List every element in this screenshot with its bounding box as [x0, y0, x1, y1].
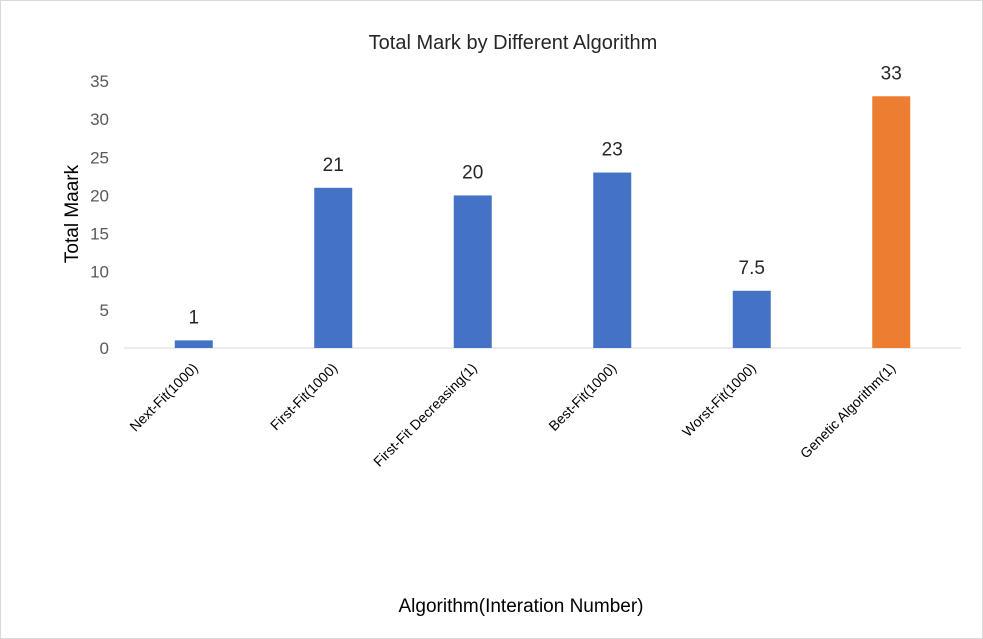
- y-tick-label: 20: [90, 186, 109, 205]
- x-tick-label: Genetic Algorithm(1): [797, 360, 899, 462]
- y-axis-ticks: 0 5 10 15 20 25 30 35: [90, 72, 109, 358]
- x-axis-title: Algorithm(Interation Number): [399, 596, 644, 617]
- bar-value-label: 23: [602, 140, 623, 161]
- bar-value-label: 7.5: [739, 258, 765, 279]
- bar-value-label: 1: [188, 307, 199, 328]
- bar: [314, 187, 353, 348]
- y-tick-label: 15: [90, 225, 109, 244]
- bar-value-label: 21: [323, 155, 344, 176]
- bar-series: [174, 96, 911, 348]
- bar-value-label: 33: [881, 63, 902, 84]
- x-tick-label: Worst-Fit(1000): [679, 360, 759, 440]
- bar: [453, 195, 492, 348]
- bar: [174, 340, 213, 348]
- x-tick-label: First-Fit Decreasing(1): [370, 360, 480, 470]
- y-tick-label: 10: [90, 263, 109, 282]
- x-tick-label: First-Fit(1000): [267, 360, 340, 433]
- bar: [872, 96, 911, 348]
- category-labels: Next-Fit(1000) First-Fit(1000) First-Fit D…: [126, 360, 898, 470]
- y-tick-label: 25: [90, 148, 109, 167]
- x-tick-label: Next-Fit(1000): [126, 360, 201, 435]
- y-tick-label: 5: [100, 301, 109, 320]
- y-axis-title: Total Maark: [62, 164, 83, 263]
- x-tick-label: Best-Fit(1000): [545, 360, 619, 434]
- data-labels: 1 21 20 23 7.5 33: [188, 63, 901, 328]
- bar: [732, 290, 771, 348]
- y-tick-label: 0: [100, 339, 109, 358]
- bar: [593, 172, 632, 348]
- bar-value-label: 20: [462, 162, 483, 183]
- chart-title: Total Mark by Different Algorithm: [369, 32, 658, 54]
- y-tick-label: 30: [90, 110, 109, 129]
- y-tick-label: 35: [90, 72, 109, 91]
